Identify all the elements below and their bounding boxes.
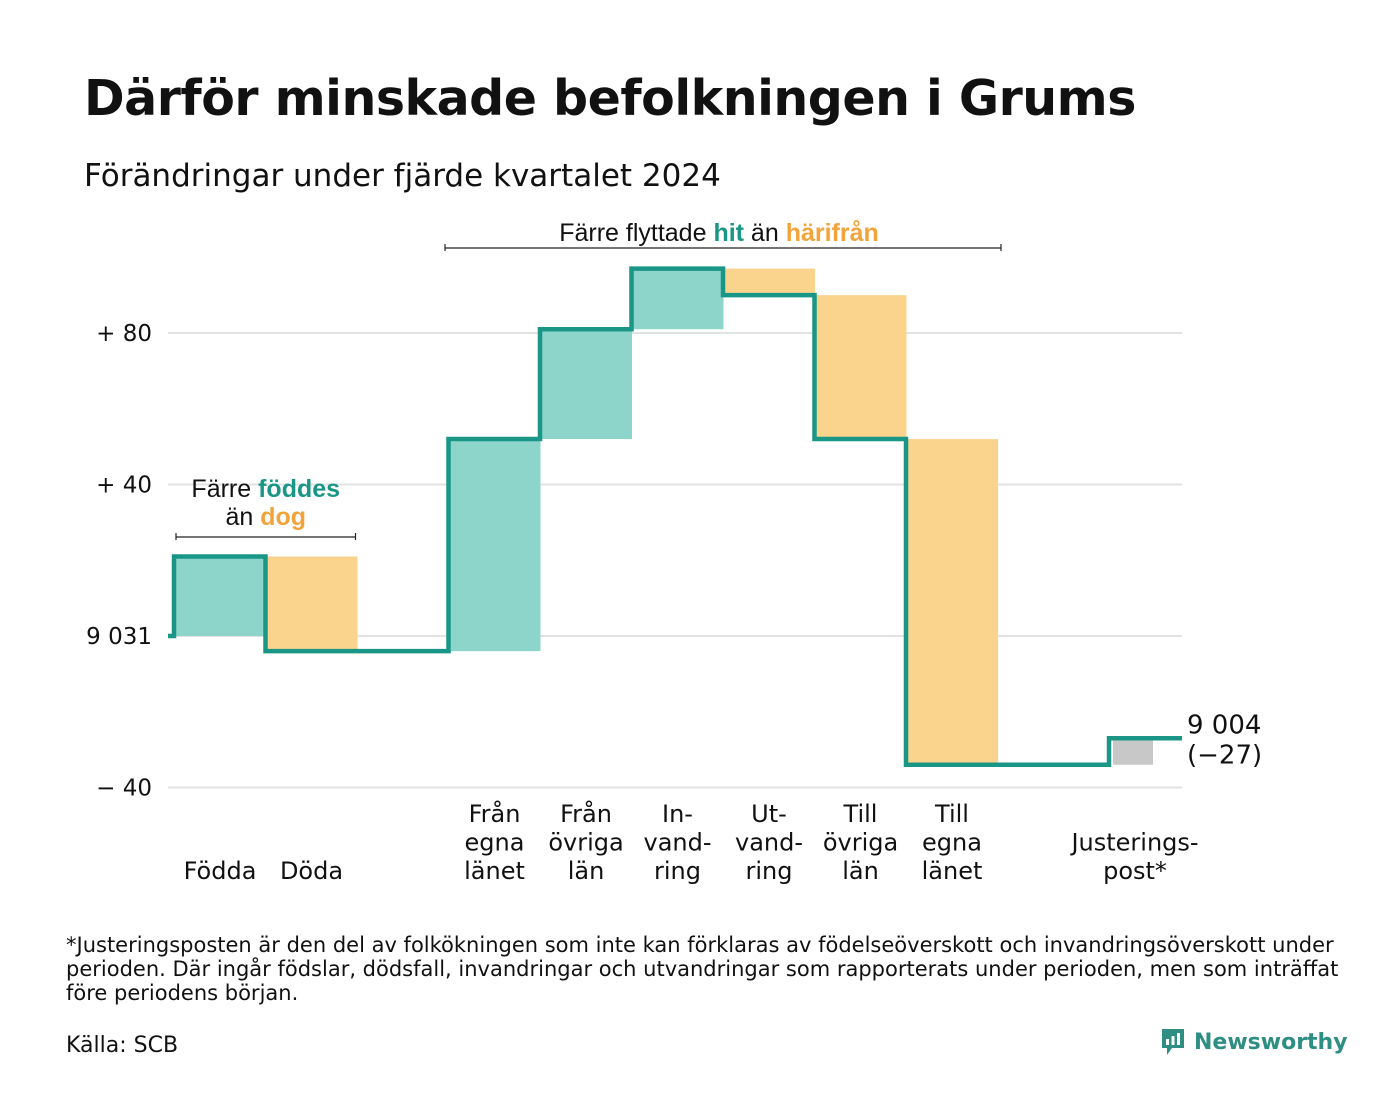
- source-label: Källa: SCB: [66, 1033, 179, 1058]
- chart-title: Därför minskade befolkningen i Grums: [84, 70, 1136, 127]
- category-label: Till: [934, 800, 969, 828]
- bar-födda: [174, 556, 266, 636]
- category-label: vand-: [643, 829, 711, 857]
- y-tick-label: + 80: [96, 321, 152, 347]
- chart-subtitle: Förändringar under fjärde kvartalet 2024: [84, 158, 721, 194]
- category-label: In-: [662, 800, 693, 828]
- births-annotation-line2-part: dog: [260, 503, 306, 531]
- bar-invandring: [631, 268, 724, 330]
- migration-annotation-part: härifrån: [786, 219, 879, 247]
- category-label: länet: [464, 857, 525, 885]
- category-label: egna: [922, 829, 982, 857]
- category-label: Till: [843, 800, 878, 828]
- births-annotation-line1-part: Färre: [191, 475, 258, 503]
- grid-lines: [168, 332, 1182, 789]
- bar-från-egna-länet: [448, 439, 541, 652]
- y-tick-label: + 40: [96, 473, 152, 499]
- category-label: ring: [746, 857, 793, 885]
- migration-annotation-part: hit: [713, 219, 744, 247]
- bar-till-övriga-län: [814, 295, 907, 440]
- migration-annotation-part: än: [744, 219, 786, 247]
- newsworthy-chart-icon: [1162, 1029, 1184, 1055]
- y-tick-label: − 40: [96, 776, 152, 802]
- step-line: [168, 266, 1182, 768]
- births-annotation-line2: än dog: [225, 503, 306, 531]
- bar-döda: [265, 556, 358, 652]
- category-label: Födda: [184, 857, 257, 885]
- births-annotation-line2-part: än: [225, 503, 260, 531]
- category-label: län: [842, 857, 879, 885]
- category-label: vand-: [735, 829, 803, 857]
- category-label: länet: [922, 857, 983, 885]
- end-change-label: (−27): [1187, 740, 1262, 770]
- migration-annotation: Färre flyttade hit än härifrån: [559, 219, 879, 247]
- bar-justeringspost-: [1113, 738, 1153, 765]
- category-label: Ut-: [751, 800, 787, 828]
- category-label: Döda: [280, 857, 343, 885]
- births-annotation-line1-part: föddes: [258, 475, 340, 503]
- footnote: *Justeringsposten är den del av folkökni…: [66, 933, 1339, 1005]
- births-annotation-line1: Färre föddes: [191, 475, 340, 503]
- category-label: egna: [465, 829, 525, 857]
- category-label: Justerings-: [1069, 829, 1198, 857]
- category-label: Från: [469, 799, 521, 828]
- end-value-label: 9 004: [1187, 710, 1261, 740]
- category-label: län: [568, 857, 605, 885]
- bar-till-egna-länet: [906, 439, 998, 765]
- category-label: ring: [654, 857, 701, 885]
- category-label: post*: [1103, 857, 1167, 885]
- y-tick-label: 9 031: [86, 624, 152, 650]
- migration-annotation-part: Färre flyttade: [559, 219, 713, 247]
- newsworthy-logo: Newsworthy: [1160, 1027, 1348, 1057]
- cumulative-step-line: [168, 266, 1182, 768]
- category-label: övriga: [823, 829, 898, 857]
- category-label: övriga: [548, 829, 623, 857]
- bar-från-övriga-län: [540, 329, 632, 440]
- category-label: Från: [560, 799, 612, 828]
- bar-utvandring: [723, 268, 815, 296]
- bars: [174, 268, 1153, 765]
- logo-text: Newsworthy: [1194, 1029, 1348, 1055]
